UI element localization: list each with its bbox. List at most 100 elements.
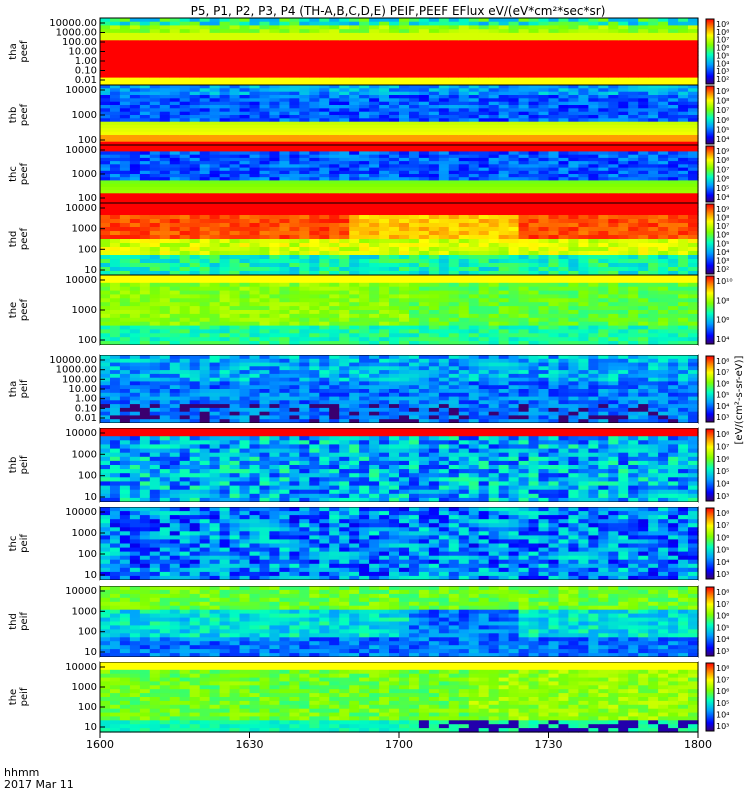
heatmap-cell <box>688 203 699 208</box>
heatmap-cell <box>250 180 261 184</box>
heatmap-cell <box>519 203 530 208</box>
heatmap-cell <box>628 70 639 74</box>
heatmap-cell <box>608 29 619 33</box>
heatmap-cell <box>549 59 560 63</box>
heatmap-cell <box>429 207 440 212</box>
heatmap-cell <box>359 44 370 48</box>
heatmap-cell <box>519 219 530 224</box>
heatmap-cell <box>568 255 579 260</box>
heatmap-cell <box>100 108 111 112</box>
heatmap-cell <box>549 223 560 228</box>
heatmap-cell <box>638 48 649 52</box>
heatmap-cell <box>479 151 490 155</box>
heatmap-cell <box>170 88 181 92</box>
heatmap-cell <box>409 318 420 323</box>
heatmap-cell <box>339 231 350 236</box>
heatmap-cell <box>190 151 201 155</box>
heatmap-cell <box>200 40 211 44</box>
heatmap-cell <box>588 138 599 142</box>
heatmap-cell <box>439 211 450 216</box>
heatmap-cell <box>180 251 191 256</box>
heatmap-cell <box>459 44 470 48</box>
heatmap-cell <box>260 44 271 48</box>
heatmap-cell <box>230 283 241 288</box>
heatmap-cell <box>130 275 141 280</box>
heatmap-cell <box>210 283 221 288</box>
heatmap-cell <box>509 263 520 268</box>
heatmap-cell <box>529 239 540 244</box>
heatmap-cell <box>210 259 221 264</box>
heatmap-cell <box>150 22 161 26</box>
heatmap-cell <box>419 70 430 74</box>
heatmap-cell <box>130 52 141 56</box>
heatmap-cell <box>339 52 350 56</box>
heatmap-cell <box>568 128 579 132</box>
heatmap-cell <box>429 52 440 56</box>
heatmap-cell <box>608 193 619 197</box>
heatmap-cell <box>608 263 619 268</box>
heatmap-cell <box>489 211 500 216</box>
heatmap-cell <box>549 52 560 56</box>
heatmap-cell <box>608 63 619 67</box>
heatmap-cell <box>688 22 699 26</box>
heatmap-cell <box>359 318 370 323</box>
heatmap-cell <box>289 74 300 78</box>
heatmap-cell <box>439 215 450 220</box>
heatmap-cell <box>140 267 151 272</box>
heatmap-cell <box>419 243 430 248</box>
heatmap-cell <box>628 138 639 142</box>
panels-group: 10000.001000.00100.0010.001.000.100.01th… <box>8 18 733 733</box>
heatmap-cell <box>120 287 131 292</box>
heatmap-cell <box>309 298 320 303</box>
heatmap-cell <box>240 138 251 142</box>
heatmap-cell <box>399 164 410 168</box>
heatmap-cell <box>588 211 599 216</box>
heatmap-cell <box>379 294 390 299</box>
heatmap-cell <box>399 128 410 132</box>
heatmap-cell <box>648 22 659 26</box>
heatmap-cell <box>608 98 619 102</box>
heatmap-cell <box>449 74 460 78</box>
heatmap-cell <box>359 151 370 155</box>
heatmap-cell <box>269 108 280 112</box>
heatmap-cell <box>618 118 629 122</box>
heatmap-cell <box>399 314 410 319</box>
heatmap-cell <box>319 66 330 70</box>
heatmap-cell <box>559 267 570 272</box>
heatmap-cell <box>349 59 360 63</box>
heatmap-cell <box>539 255 550 260</box>
heatmap-cell <box>459 66 470 70</box>
y-tick-label: 10000 <box>65 85 97 96</box>
heatmap-cell <box>439 128 450 132</box>
heatmap-cell <box>449 55 460 59</box>
heatmap-cell <box>389 322 400 327</box>
heatmap-cell <box>529 138 540 142</box>
heatmap-cell <box>419 37 430 41</box>
heatmap-cell <box>260 203 271 208</box>
heatmap-cell <box>269 70 280 74</box>
heatmap-cell <box>638 247 649 252</box>
heatmap-cell <box>120 108 131 112</box>
heatmap-cell <box>389 279 400 284</box>
heatmap-cell <box>140 239 151 244</box>
heatmap-cell <box>409 306 420 311</box>
heatmap-cell <box>519 223 530 228</box>
heatmap-cell <box>150 263 161 268</box>
heatmap-cell <box>200 322 211 327</box>
heatmap-cell <box>200 22 211 26</box>
heatmap-cell <box>539 88 550 92</box>
heatmap-cell <box>549 40 560 44</box>
heatmap-cell <box>499 33 510 37</box>
heatmap-cell <box>588 219 599 224</box>
heatmap-cell <box>638 22 649 26</box>
heatmap-cell <box>250 74 261 78</box>
heatmap-cell <box>618 227 629 232</box>
heatmap-cell <box>150 306 161 311</box>
heatmap-cell <box>509 44 520 48</box>
heatmap-cell <box>618 70 629 74</box>
heatmap-cell <box>489 59 500 63</box>
heatmap-cell <box>140 164 151 168</box>
heatmap-cell <box>499 37 510 41</box>
heatmap-cell <box>309 40 320 44</box>
heatmap-cell <box>608 59 619 63</box>
